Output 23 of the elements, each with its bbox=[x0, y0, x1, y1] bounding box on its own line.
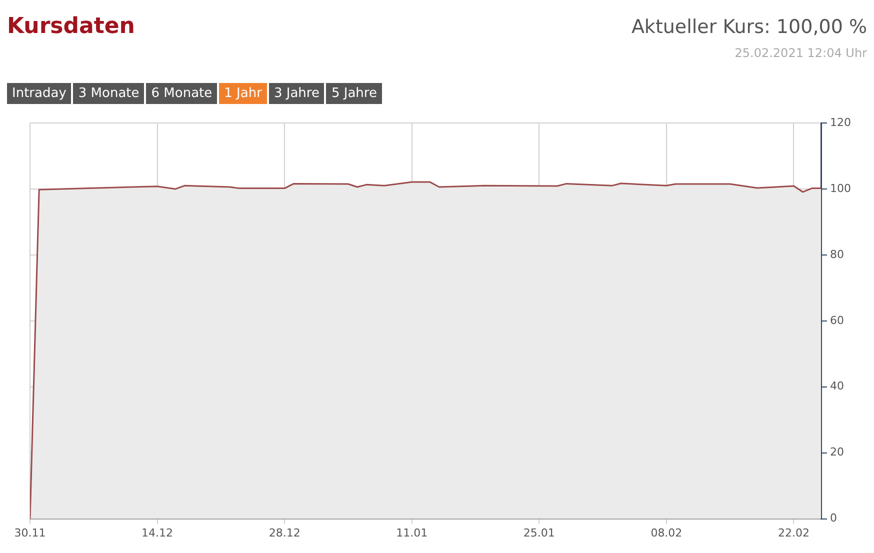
y-tick-label: 0 bbox=[830, 512, 838, 525]
text: 25.02.2021 12:04 Uhr bbox=[734, 46, 867, 60]
text: 6 Monate bbox=[146, 83, 218, 104]
text: 3 Jahre bbox=[268, 83, 324, 104]
text: Intraday bbox=[7, 83, 72, 104]
x-tick-label: 28.12 bbox=[268, 526, 300, 540]
text: Aktueller Kurs: 100,00 % bbox=[631, 16, 867, 38]
x-tick-label: 14.12 bbox=[142, 526, 174, 540]
y-tick-label: 60 bbox=[830, 314, 844, 327]
y-tick-label: 40 bbox=[830, 380, 844, 393]
x-tick-label: 25.01 bbox=[523, 526, 555, 540]
x-tick-label: 11.01 bbox=[396, 526, 428, 540]
x-tick-label: 22.02 bbox=[778, 526, 810, 540]
chart-title: Kursdaten bbox=[7, 14, 135, 39]
y-tick-label: 80 bbox=[830, 248, 844, 261]
text: 3 Monate bbox=[73, 83, 144, 104]
text: 1 Jahr bbox=[219, 83, 267, 104]
y-tick-label: 100 bbox=[830, 182, 852, 195]
y-tick-label: 20 bbox=[830, 446, 844, 459]
x-tick-label: 08.02 bbox=[650, 526, 682, 540]
y-tick-label: 120 bbox=[830, 116, 852, 129]
text: 5 Jahre bbox=[326, 83, 382, 104]
x-tick-label: 30.11 bbox=[14, 526, 46, 540]
